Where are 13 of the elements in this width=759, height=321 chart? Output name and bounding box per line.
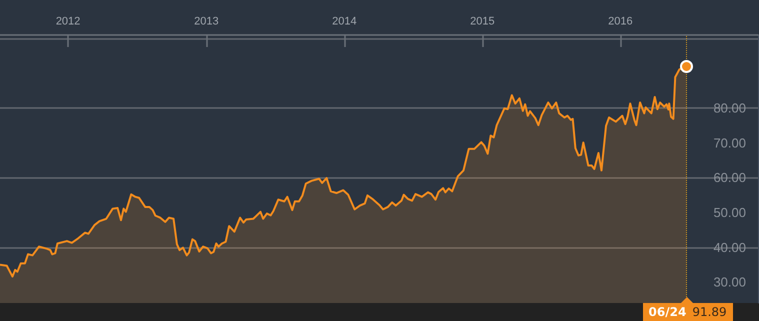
text: 91.89 xyxy=(692,305,727,319)
x-tick-label: 2012 xyxy=(56,16,80,28)
y-tick-label: 60.00 xyxy=(713,170,746,186)
y-tick-label: 70.00 xyxy=(713,135,746,150)
x-tick-label: 2016 xyxy=(608,16,633,28)
y-tick-label: 80.00 xyxy=(713,100,746,116)
x-tick-label: 2014 xyxy=(332,16,357,28)
y-tick-label: 50.00 xyxy=(713,205,746,220)
y-tick-label: 30.00 xyxy=(713,274,746,290)
y-tick-label: 40.00 xyxy=(713,240,746,255)
x-tick-label: 2013 xyxy=(194,16,219,28)
x-tick-label: 2015 xyxy=(470,16,495,28)
ref-line-label: 06/24 xyxy=(648,305,686,319)
